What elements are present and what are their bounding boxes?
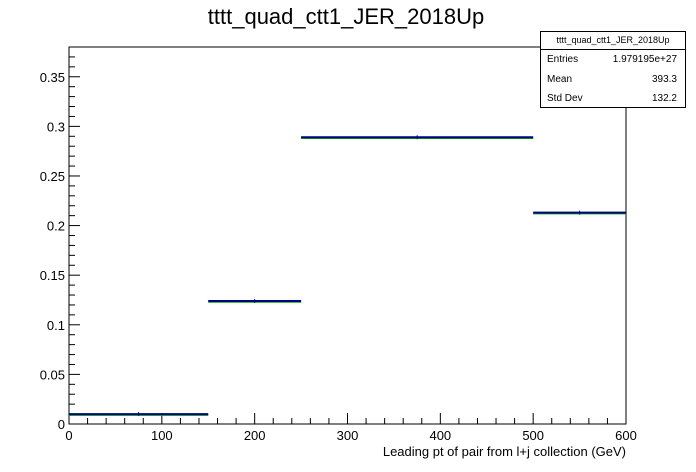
x-tick-label: 500 <box>522 428 544 443</box>
histogram-bins <box>69 135 626 417</box>
stats-box: tttt_quad_ctt1_JER_2018Up Entries 1.9791… <box>540 31 686 108</box>
x-tick-label: 400 <box>429 428 451 443</box>
stats-row-stddev: Std Dev 132.2 <box>541 89 685 109</box>
y-tick-label: 0.2 <box>47 219 65 234</box>
stats-value: 393.3 <box>651 73 677 85</box>
x-tick-label: 0 <box>65 428 72 443</box>
stats-title: tttt_quad_ctt1_JER_2018Up <box>541 32 685 50</box>
x-tick-label: 600 <box>615 428 637 443</box>
x-tick-label: 100 <box>151 428 173 443</box>
y-tick-label: 0.15 <box>40 268 65 283</box>
x-tick-label: 300 <box>337 428 359 443</box>
y-tick-label: 0.25 <box>40 169 65 184</box>
stats-value: 132.2 <box>651 93 677 104</box>
y-tick-label: 0.05 <box>40 367 65 382</box>
x-tick-label: 200 <box>244 428 266 443</box>
x-axis-label: Leading pt of pair from l+j collection (… <box>383 444 626 459</box>
stats-label: Entries <box>547 54 579 65</box>
axis-ticks: 0 100 200 300 400 500 600 0 0.05 0.1 0.15 0.2 0.25 0.… <box>40 46 637 443</box>
stats-label: Std Dev <box>547 93 583 104</box>
stats-label: Mean <box>547 73 573 85</box>
y-tick-label: 0.1 <box>47 318 65 333</box>
stats-row-entries: Entries 1.979195e+27 <box>541 50 685 70</box>
stats-value: 1.979195e+27 <box>612 54 677 65</box>
stats-row-mean: Mean 393.3 <box>541 70 685 90</box>
y-tick-label: 0.35 <box>40 70 65 85</box>
chart-title: tttt_quad_ctt1_JER_2018Up <box>208 4 484 29</box>
y-tick-label: 0.3 <box>47 119 65 134</box>
y-tick-label: 0 <box>58 417 65 432</box>
